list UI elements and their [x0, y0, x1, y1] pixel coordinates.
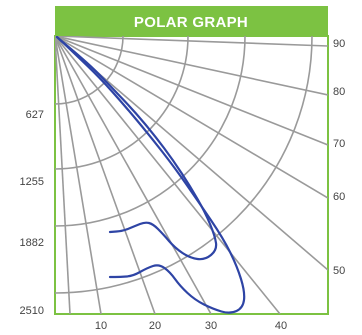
- bottom-tick-10: 10: [95, 320, 107, 332]
- grid-spoke-3: [55, 36, 328, 146]
- right-tick-70: 70: [333, 138, 345, 150]
- left-tick-627: 627: [26, 109, 44, 121]
- bottom-tick-40: 40: [275, 320, 287, 332]
- right-tick-50: 50: [333, 265, 345, 277]
- left-tick-1882: 1882: [20, 237, 44, 249]
- grid-spoke-1: [55, 36, 328, 47]
- grid-spoke-8: [55, 36, 156, 314]
- grid-spoke-10: [55, 36, 71, 314]
- grid-spoke-9: [55, 36, 102, 314]
- bottom-tick-30: 30: [205, 320, 217, 332]
- series-line-1: [55, 36, 218, 261]
- series-layer: [55, 36, 246, 314]
- right-axis-ticks: 90 80 70 60 50: [333, 38, 345, 277]
- left-axis-ticks: 627 1255 1882 2510: [20, 109, 44, 317]
- polar-grid: [55, 36, 328, 314]
- plot-frame: [54, 35, 329, 315]
- title-bar: [55, 6, 328, 36]
- bottom-axis-ticks: 10 20 30 40: [95, 320, 287, 332]
- left-tick-2510: 2510: [20, 305, 44, 317]
- left-tick-1255: 1255: [20, 176, 44, 188]
- right-tick-90: 90: [333, 38, 345, 50]
- grid-spoke-4: [55, 36, 328, 199]
- right-tick-60: 60: [333, 191, 345, 203]
- grid-spoke-6: [55, 36, 281, 314]
- series-line-2: [55, 36, 246, 314]
- grid-spoke-7: [55, 36, 212, 314]
- right-tick-80: 80: [333, 86, 345, 98]
- bottom-tick-20: 20: [149, 320, 161, 332]
- chart-title: POLAR GRAPH: [134, 14, 248, 31]
- grid-spoke-2: [55, 36, 328, 96]
